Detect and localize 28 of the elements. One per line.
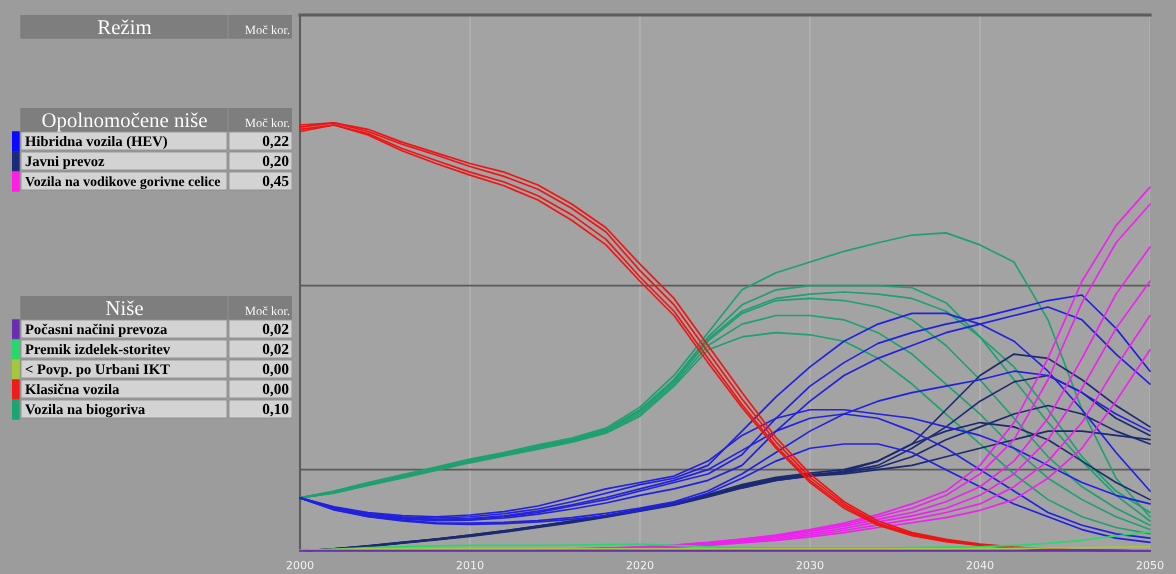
x-tick-label: 2050	[1136, 560, 1164, 570]
category-label: Vozila na biogoriva	[25, 403, 145, 418]
x-tick-label: 2010	[456, 560, 484, 570]
text: 0,22	[262, 135, 289, 149]
text: 0,02	[262, 323, 289, 337]
x-tick-label: 2030	[796, 560, 824, 570]
text: Opolnomočene niše	[42, 112, 207, 132]
text: Moč kor.	[245, 118, 290, 128]
text: Režim	[97, 19, 152, 35]
category-label: Počasni načini prevoza	[25, 323, 168, 338]
text: Moč kor.	[245, 25, 290, 35]
x-tick-label: 2020	[626, 560, 654, 570]
x-tick-label: 2040	[966, 560, 994, 570]
text: 0,00	[262, 383, 289, 397]
category-label: Klasična vozila	[25, 383, 120, 395]
text: 0,00	[262, 363, 289, 377]
text: 0,10	[262, 403, 289, 417]
x-tick-label: 2000	[286, 560, 314, 570]
text: Moč kor.	[245, 306, 290, 316]
category-label: Hibridna vozila (HEV)	[25, 135, 167, 150]
text: Niše	[106, 300, 143, 316]
text: 0,45	[262, 175, 289, 189]
text: 0,02	[262, 343, 289, 357]
text: 0,20	[262, 155, 289, 169]
category-label: Vozila na vodikove gorivne celice	[25, 176, 221, 190]
category-label: Premik izdelek-storitev	[25, 343, 171, 355]
category-label: Javni prevoz	[25, 155, 105, 170]
category-label: < Povp. po Urbani IKT	[25, 363, 170, 378]
